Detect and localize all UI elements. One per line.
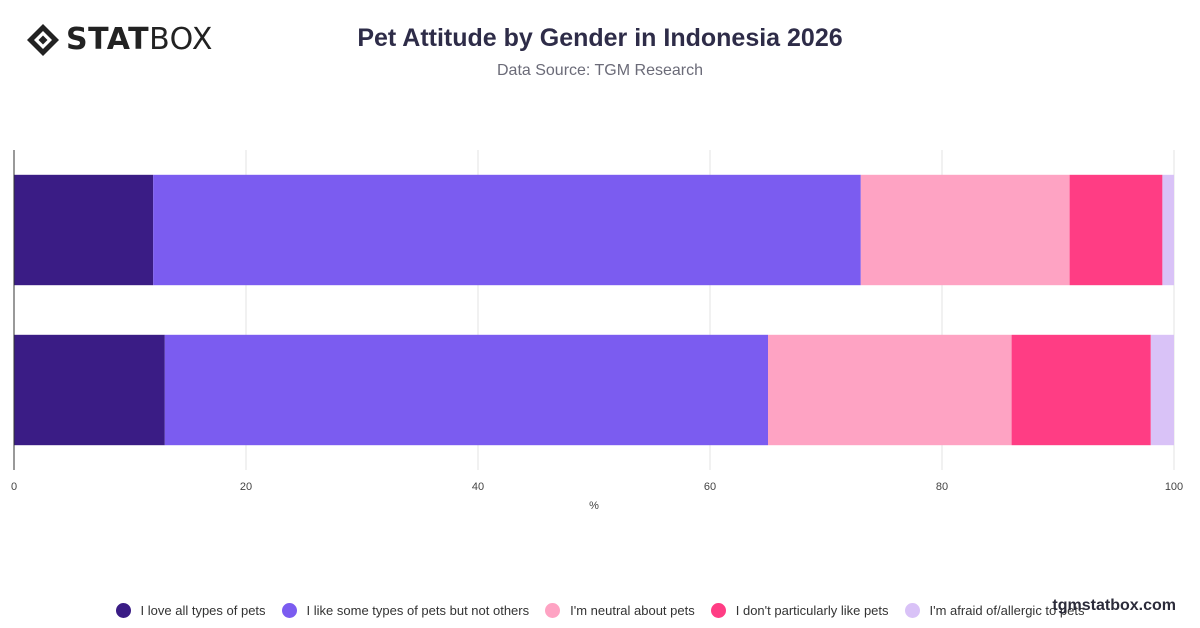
watermark: tgmstatbox.com — [1052, 597, 1176, 614]
x-tick-label: 20 — [240, 481, 252, 493]
bar-segment — [768, 334, 1012, 446]
chart-title: Pet Attitude by Gender in Indonesia 2026 — [357, 24, 843, 52]
bar-segment — [1011, 334, 1151, 446]
x-tick-label: 40 — [472, 481, 484, 493]
legend-label: I'm neutral about pets — [570, 603, 695, 618]
legend-item[interactable]: I don't particularly like pets — [710, 603, 889, 618]
legend-swatch — [115, 603, 131, 618]
legend-label: I love all types of pets — [140, 603, 266, 618]
stacked-bar-chart: 0 20 40 60 80 100% — [11, 150, 1183, 512]
x-tick-label: 100 — [1165, 481, 1183, 493]
statbox-logo: STATBOX — [26, 22, 213, 58]
bar-segment — [14, 174, 154, 286]
chart-subtitle: Data Source: TGM Research — [496, 62, 703, 79]
logo-text: STATBOX — [66, 22, 213, 57]
bar-segment — [1162, 174, 1174, 286]
diamond-logo-icon — [27, 24, 59, 56]
legend-item[interactable]: I'm neutral about pets — [545, 603, 695, 618]
x-tick-label: 60 — [704, 481, 716, 493]
bar-segment — [164, 334, 769, 446]
legend-swatch — [904, 603, 920, 618]
bar-segment — [1069, 174, 1163, 286]
legend-swatch — [545, 603, 561, 618]
legend-item[interactable]: I like some types of pets but not others — [281, 603, 530, 618]
legend-label: I like some types of pets but not others — [306, 603, 530, 618]
bar-segment — [153, 174, 861, 286]
x-tick-label: 80 — [936, 481, 948, 493]
legend-item[interactable]: I love all types of pets — [115, 603, 266, 618]
bar-segment — [860, 174, 1070, 286]
bar-segment — [14, 334, 165, 446]
x-axis-label: % — [589, 500, 599, 512]
chart-legend: I love all types of pets I like some type… — [0, 603, 1200, 618]
legend-label: I don't particularly like pets — [735, 603, 889, 618]
legend-swatch — [281, 603, 297, 618]
x-tick-label: 0 — [11, 481, 17, 493]
legend-label: I'm afraid of/allergic to pets — [929, 603, 1085, 618]
bar-segment — [1150, 334, 1174, 446]
legend-item[interactable]: I'm afraid of/allergic to pets — [904, 603, 1085, 618]
legend-swatch — [710, 603, 726, 618]
